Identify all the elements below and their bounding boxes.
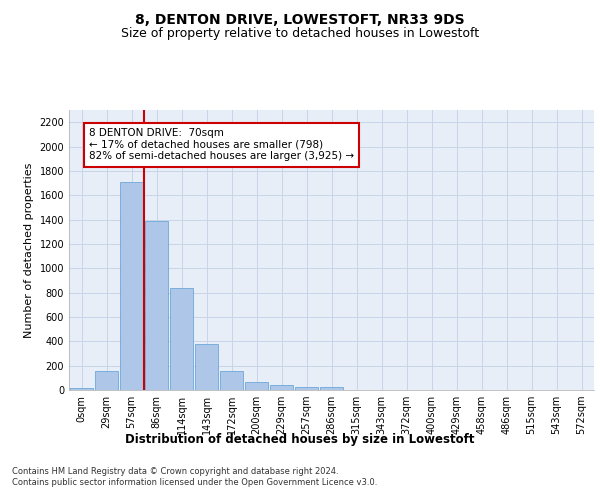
Text: Size of property relative to detached houses in Lowestoft: Size of property relative to detached ho… xyxy=(121,28,479,40)
Bar xyxy=(295,386,319,390)
Bar xyxy=(269,386,293,390)
Text: Contains HM Land Registry data © Crown copyright and database right 2024.
Contai: Contains HM Land Registry data © Crown c… xyxy=(12,468,377,487)
Bar xyxy=(70,388,94,390)
Bar xyxy=(245,382,268,390)
Bar xyxy=(320,386,343,390)
Text: 8, DENTON DRIVE, LOWESTOFT, NR33 9DS: 8, DENTON DRIVE, LOWESTOFT, NR33 9DS xyxy=(135,12,465,26)
Bar xyxy=(194,344,218,390)
Y-axis label: Number of detached properties: Number of detached properties xyxy=(24,162,34,338)
Bar xyxy=(95,371,118,390)
Bar xyxy=(145,221,169,390)
Bar xyxy=(170,288,193,390)
Bar xyxy=(220,370,244,390)
Text: 8 DENTON DRIVE:  70sqm
← 17% of detached houses are smaller (798)
82% of semi-de: 8 DENTON DRIVE: 70sqm ← 17% of detached … xyxy=(89,128,354,162)
Text: Distribution of detached houses by size in Lowestoft: Distribution of detached houses by size … xyxy=(125,432,475,446)
Bar xyxy=(119,182,143,390)
